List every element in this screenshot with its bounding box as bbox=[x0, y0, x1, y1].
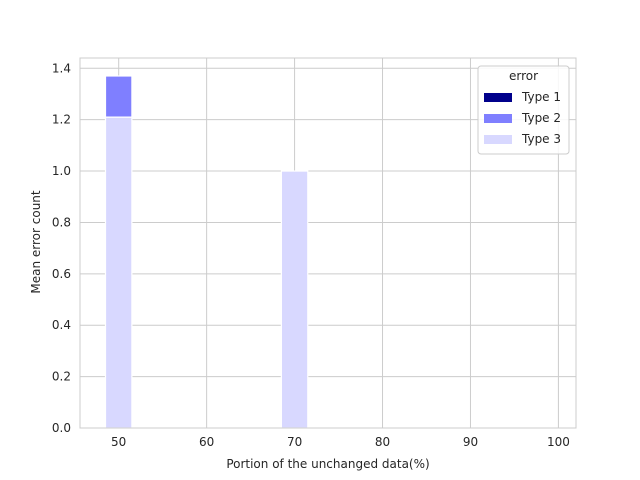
legend-swatch-type-2 bbox=[484, 114, 512, 123]
y-tick-label: 1.0 bbox=[52, 164, 71, 178]
y-tick-label: 0.2 bbox=[52, 370, 71, 384]
x-tick-label: 90 bbox=[463, 435, 478, 449]
plot-frame bbox=[79, 57, 577, 429]
y-axis-ticks: 0.0 0.2 0.4 0.6 0.8 1.0 1.2 1.4 bbox=[52, 61, 71, 435]
y-tick-label: 1.4 bbox=[52, 61, 71, 75]
bar-type-3 bbox=[104, 116, 133, 429]
bar-type-3 bbox=[280, 170, 309, 429]
x-axis-label: Portion of the unchanged data(%) bbox=[226, 457, 429, 471]
bar-type-2 bbox=[104, 75, 133, 118]
legend-label-type-1: Type 1 bbox=[521, 90, 561, 104]
x-tick-label: 50 bbox=[111, 435, 126, 449]
y-tick-label: 1.2 bbox=[52, 113, 71, 127]
bars bbox=[104, 75, 309, 429]
y-tick-label: 0.4 bbox=[52, 318, 71, 332]
x-tick-label: 100 bbox=[547, 435, 570, 449]
legend-label-type-3: Type 3 bbox=[521, 132, 561, 146]
y-axis-label: Mean error count bbox=[29, 190, 43, 294]
x-tick-label: 60 bbox=[199, 435, 214, 449]
legend-label-type-2: Type 2 bbox=[521, 111, 561, 125]
legend-swatch-type-3 bbox=[484, 135, 512, 144]
y-tick-label: 0.8 bbox=[52, 215, 71, 229]
legend-box bbox=[477, 65, 570, 155]
y-tick-label: 0.6 bbox=[52, 267, 71, 281]
legend-swatch-type-1 bbox=[484, 93, 512, 102]
y-tick-label: 0.0 bbox=[52, 421, 71, 435]
legend-title: error bbox=[509, 69, 538, 83]
x-tick-label: 70 bbox=[287, 435, 302, 449]
plot-border bbox=[79, 57, 577, 429]
x-tick-label: 80 bbox=[375, 435, 390, 449]
legend: error Type 1 Type 2 Type 3 bbox=[477, 65, 570, 155]
x-axis-ticks: 50 60 70 80 90 100 bbox=[111, 435, 570, 449]
